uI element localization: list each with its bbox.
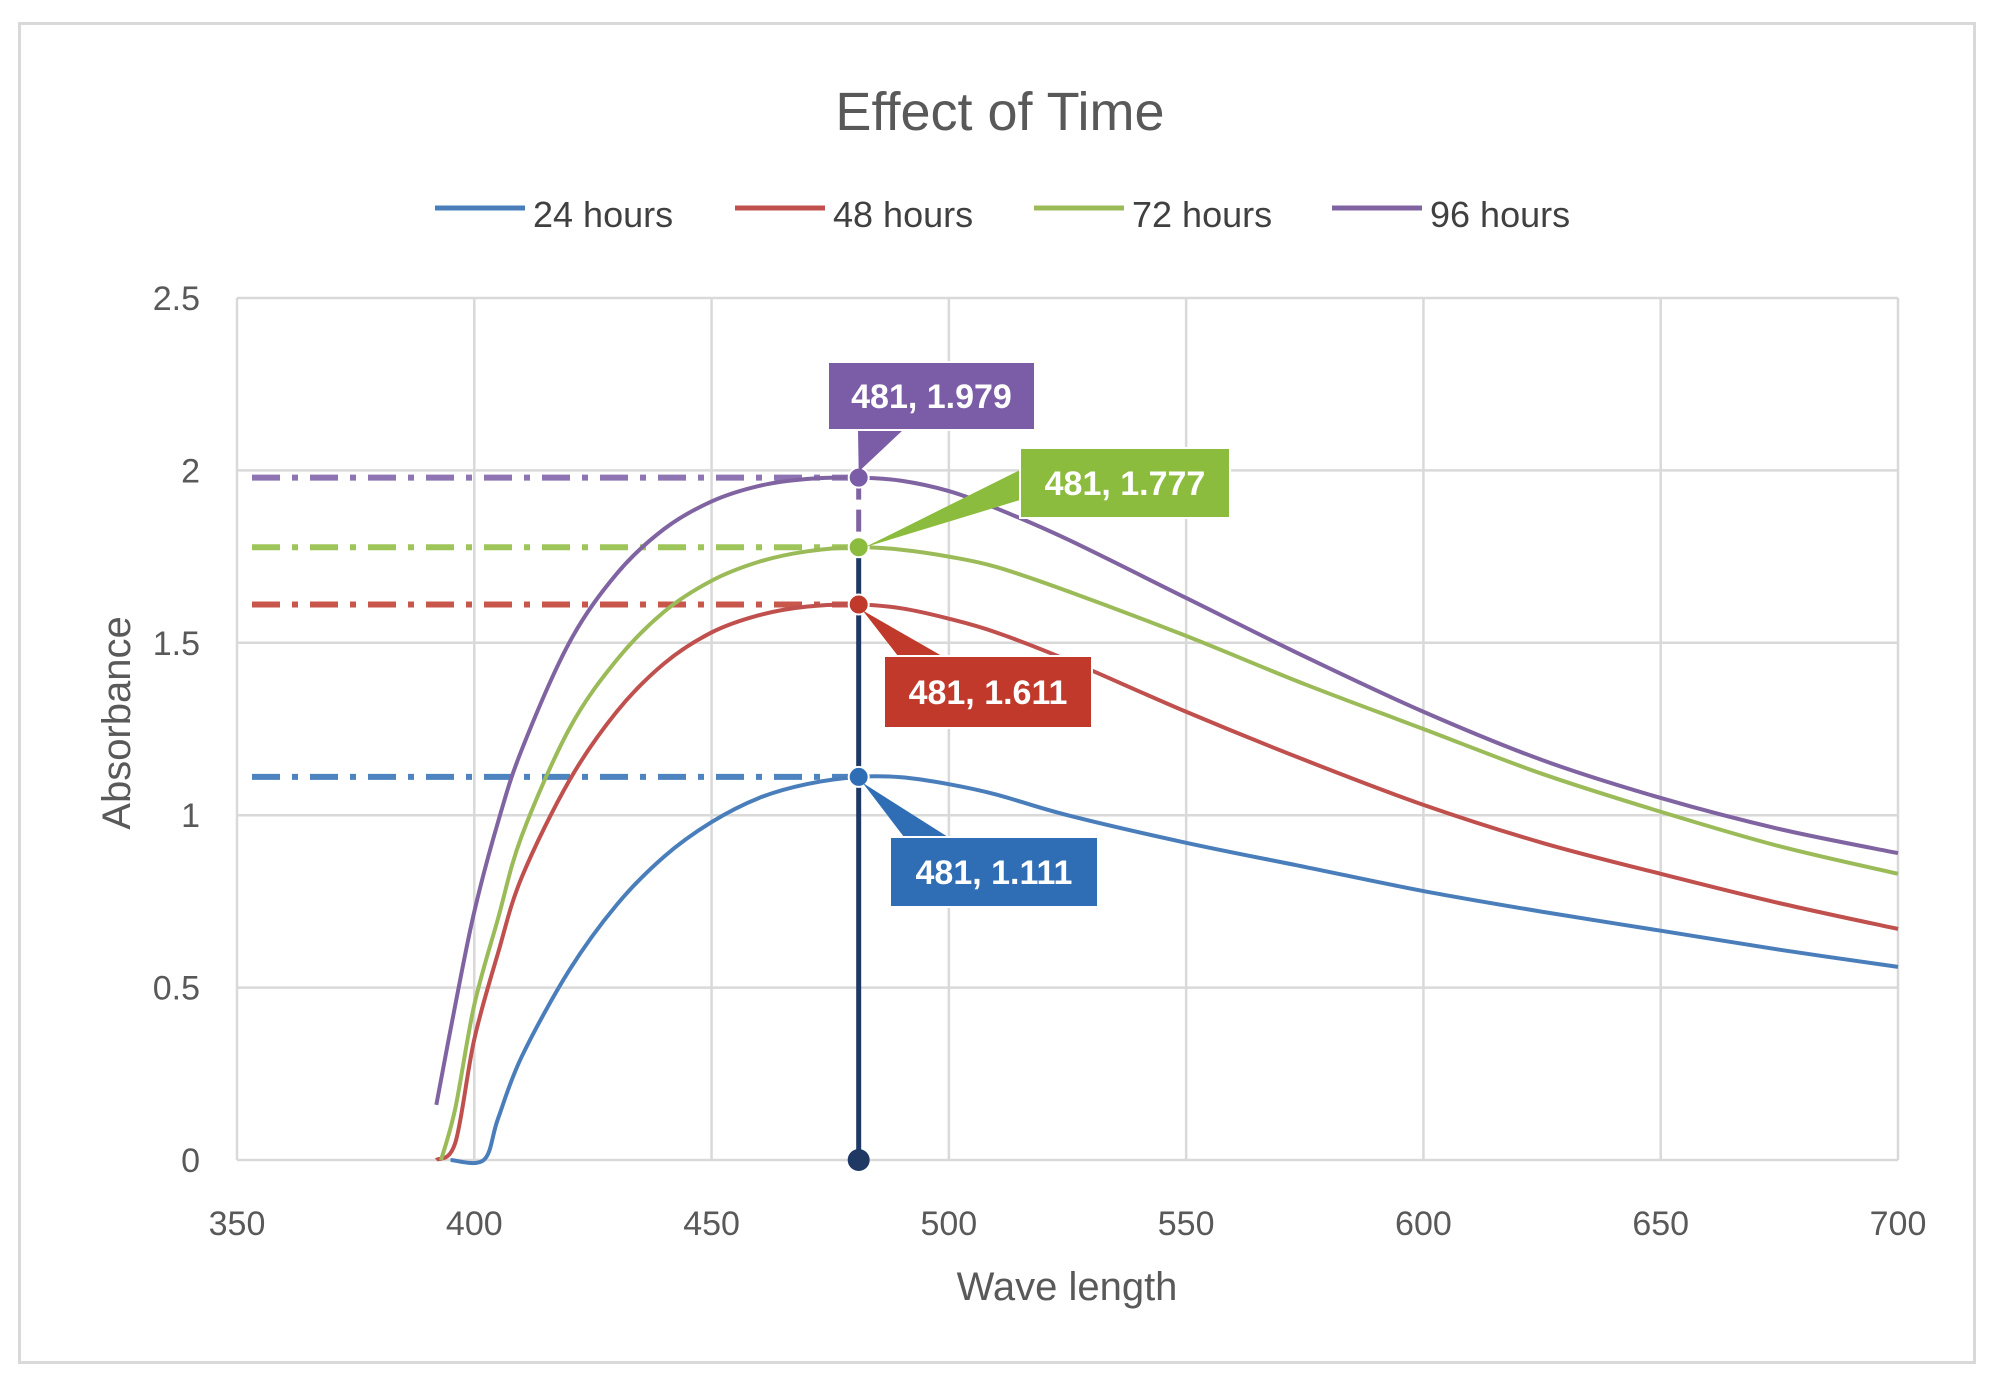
reference-lines — [252, 474, 862, 1160]
series-line — [434, 475, 1899, 1106]
series-line — [450, 774, 1899, 1166]
y-tick-label: 0 — [181, 1142, 200, 1180]
x-tick-label: 500 — [920, 1205, 977, 1243]
x-axis-title: Wave length — [957, 1265, 1178, 1309]
peak-marker — [847, 765, 870, 788]
legend-label: 96 hours — [1430, 194, 1570, 235]
callout-label: 481, 1.979 — [851, 378, 1012, 416]
peak-marker — [847, 593, 870, 616]
x-tick-label: 700 — [1870, 1205, 1927, 1243]
callout-label: 481, 1.611 — [909, 674, 1068, 712]
callout-pointer — [862, 782, 948, 837]
y-tick-label: 1.5 — [153, 625, 200, 663]
series-line — [434, 602, 1899, 1162]
x-tick-label: 650 — [1632, 1205, 1689, 1243]
x-tick-label: 600 — [1395, 1205, 1452, 1243]
callout-pointer — [862, 610, 942, 656]
callout-box — [883, 655, 1093, 729]
callout-pointer — [858, 430, 903, 472]
x-tick-label: 450 — [683, 1205, 740, 1243]
data-callout: 481, 1.777 — [864, 447, 1231, 548]
callout-pointer — [864, 470, 1020, 548]
data-callout: 481, 1.611 — [862, 610, 1093, 729]
chart-title: Effect of Time — [835, 82, 1164, 142]
series-line — [439, 545, 1899, 1161]
y-tick-label: 2.5 — [153, 280, 200, 318]
data-callout: 481, 1.979 — [827, 361, 1036, 472]
series-layer — [434, 475, 1899, 1166]
x-tick-label: 350 — [209, 1205, 266, 1243]
peak-marker — [847, 536, 870, 559]
baseline-marker — [847, 1149, 870, 1171]
callouts: 481, 1.979 481, 1.777 481, 1.611 481, 1.111 — [827, 361, 1231, 908]
callout-box — [889, 836, 1099, 908]
y-tick-label: 1 — [181, 797, 200, 835]
y-tick-label: 2 — [181, 452, 200, 490]
legend-label: 48 hours — [833, 194, 973, 235]
legend-label: 72 hours — [1132, 194, 1272, 235]
callout-label: 481, 1.777 — [1045, 465, 1206, 503]
y-axis-title: Absorbance — [95, 616, 139, 829]
x-axis-ticks: 350 400 450 500 550 600 650 700 — [209, 1205, 1927, 1243]
x-tick-label: 400 — [446, 1205, 503, 1243]
callout-box — [1019, 447, 1231, 519]
y-axis-ticks: 0 0.5 1 1.5 2 2.5 — [153, 280, 200, 1180]
callout-label: 481, 1.111 — [916, 854, 1073, 892]
data-callout: 481, 1.111 — [862, 782, 1099, 908]
legend-label: 24 hours — [533, 194, 673, 235]
x-tick-label: 550 — [1158, 1205, 1215, 1243]
legend: 24 hours 48 hours 72 hours 96 hours — [435, 194, 1570, 235]
y-tick-label: 0.5 — [153, 970, 200, 1008]
callout-box — [827, 361, 1036, 431]
